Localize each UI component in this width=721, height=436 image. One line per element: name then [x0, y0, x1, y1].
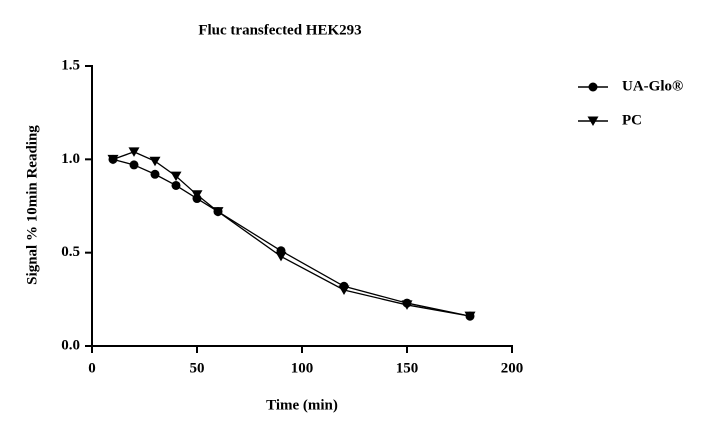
- y-tick-label: 1.5: [61, 57, 80, 73]
- y-tick-label: 0.5: [61, 244, 80, 260]
- marker: [107, 154, 119, 165]
- chart-title: Fluc transfected HEK293: [198, 22, 361, 38]
- y-tick-label: 0.0: [61, 337, 80, 353]
- y-axis-label: Signal % 10min Reading: [24, 125, 40, 285]
- marker: [401, 300, 413, 310]
- series-line: [112, 158, 471, 317]
- marker: [338, 285, 350, 295]
- series-line: [112, 151, 471, 317]
- marker: [170, 171, 182, 182]
- legend-label: UA-Glo®: [622, 78, 683, 94]
- x-axis-label: Time (min): [266, 397, 338, 413]
- x-tick-label: 100: [291, 360, 314, 376]
- legend-label: PC: [622, 112, 642, 128]
- marker: [212, 207, 224, 217]
- marker: [191, 190, 203, 200]
- marker: [128, 147, 140, 157]
- y-tick-label: 1.0: [61, 151, 80, 167]
- x-tick-label: 0: [88, 360, 96, 376]
- x-tick-label: 150: [396, 360, 419, 376]
- legend-marker: [588, 82, 598, 92]
- marker: [129, 160, 139, 170]
- legend-marker: [587, 116, 599, 126]
- marker: [275, 251, 287, 262]
- marker: [171, 180, 181, 190]
- marker: [149, 156, 161, 167]
- x-tick-label: 200: [501, 360, 524, 376]
- marker: [150, 169, 160, 179]
- marker: [464, 311, 476, 322]
- x-tick-label: 50: [190, 360, 205, 376]
